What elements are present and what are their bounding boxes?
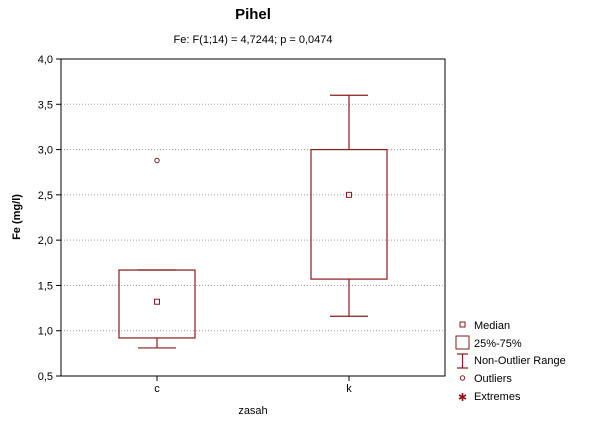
y-tick-label: 2,0 [38, 235, 53, 247]
y-tick-label: 2,5 [38, 190, 53, 202]
y-tick-label: 1,0 [38, 326, 53, 338]
y-tick-label: 4,0 [38, 54, 53, 66]
chart-title: Pihel [235, 6, 271, 23]
x-tick-label: k [346, 383, 352, 395]
gridlines [61, 103, 445, 332]
box-group-k [310, 94, 388, 317]
x-axis-label: zasah [238, 405, 267, 417]
legend-whisker-icon [457, 353, 468, 369]
legend-median-label: Median [474, 320, 510, 332]
legend-range-label: Non-Outlier Range [474, 355, 566, 367]
iqr-box [118, 269, 196, 339]
y-axis-ticks: 0,5 1,0 1,5 2,0 2,5 3,0 3,5 4,0 [38, 54, 61, 383]
plot-area-frame [60, 58, 446, 377]
x-tick-label: c [154, 383, 160, 395]
box-series [118, 94, 388, 349]
legend-extremes-label: Extremes [474, 391, 521, 403]
legend-box-label: 25%-75% [474, 338, 522, 350]
legend: Median 25%-75% Non-Outlier Range Outlier… [455, 320, 566, 404]
chart-subtitle: Fe: F(1;14) = 4,7244; p = 0,0474 [174, 34, 333, 46]
legend-outlier-icon [459, 375, 466, 381]
y-tick-label: 3,0 [38, 145, 53, 157]
median-marker [346, 191, 352, 198]
y-axis-label: Fe (mg/l) [11, 194, 23, 240]
legend-box-icon [455, 335, 470, 350]
legend-outliers-label: Outliers [474, 373, 512, 385]
y-tick-label: 0,5 [38, 371, 53, 383]
median-marker [154, 298, 160, 305]
legend-median-icon [459, 321, 466, 328]
outlier-point [154, 157, 160, 164]
legend-extreme-icon: ✱ [458, 392, 467, 404]
y-tick-label: 3,5 [38, 99, 53, 111]
y-tick-label: 1,5 [38, 280, 53, 292]
box-group-c [118, 157, 196, 349]
iqr-box [310, 148, 388, 280]
